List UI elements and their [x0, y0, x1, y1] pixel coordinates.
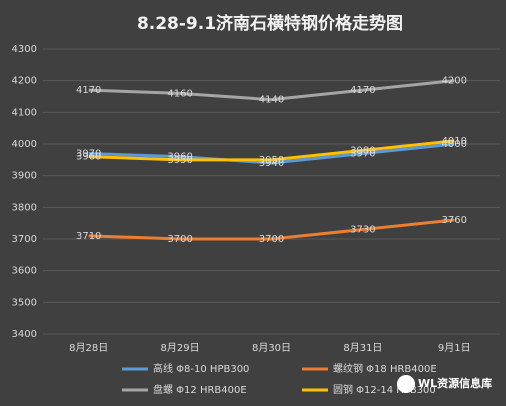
legend-label: 高线 Φ8-10 HPB300: [153, 362, 249, 375]
data-label: 3950: [259, 155, 284, 166]
data-label: 4000: [442, 139, 467, 150]
legend-label: 螺纹钢 Φ18 HRB400E: [333, 362, 437, 375]
data-label: 3970: [76, 149, 101, 160]
data-label: 3700: [259, 234, 284, 245]
watermark: WL资源信息库: [418, 376, 492, 390]
series-line: [88, 139, 455, 162]
watermark-icon: [397, 375, 415, 393]
y-tick-label: 4000: [12, 139, 37, 150]
x-tick-label: 8月28日: [69, 342, 108, 354]
data-label: 3980: [350, 145, 375, 156]
x-tick-label: 8月30日: [252, 342, 291, 354]
data-label: 4160: [167, 88, 192, 99]
data-label: 4140: [259, 95, 284, 106]
y-tick-label: 4200: [12, 76, 37, 87]
y-tick-label: 3700: [12, 234, 37, 245]
y-tick-label: 3600: [12, 266, 37, 277]
y-tick-label: 3900: [12, 171, 37, 182]
y-tick-label: 3400: [12, 329, 37, 340]
data-label: 3730: [350, 225, 375, 236]
y-tick-label: 3500: [12, 297, 37, 308]
x-tick-label: 8月29日: [161, 342, 200, 354]
chart-title: 8.28-9.1济南石横特钢价格走势图: [137, 13, 403, 34]
data-label: 4170: [350, 85, 375, 96]
data-label: 3950: [167, 155, 192, 166]
legend-label: 盘螺 Φ12 HRB400E: [153, 383, 247, 396]
x-tick-label: 9月1日: [438, 342, 471, 354]
data-label: 4170: [76, 85, 101, 96]
data-label: 3710: [76, 231, 101, 242]
data-label: 3970: [350, 149, 375, 160]
series-line: [88, 142, 455, 165]
series-line: [88, 79, 455, 102]
data-label: 3940: [259, 158, 284, 169]
data-label: 3960: [76, 152, 101, 163]
data-label: 3960: [167, 152, 192, 163]
y-tick-label: 4300: [12, 44, 37, 55]
y-tick-label: 3800: [12, 202, 37, 213]
x-tick-label: 8月31日: [343, 342, 382, 354]
data-label: 3760: [442, 215, 467, 226]
series-line: [88, 218, 455, 241]
y-tick-label: 4100: [12, 107, 37, 118]
data-label: 4200: [442, 76, 467, 87]
data-label: 3700: [167, 234, 192, 245]
data-label: 4010: [442, 136, 467, 147]
